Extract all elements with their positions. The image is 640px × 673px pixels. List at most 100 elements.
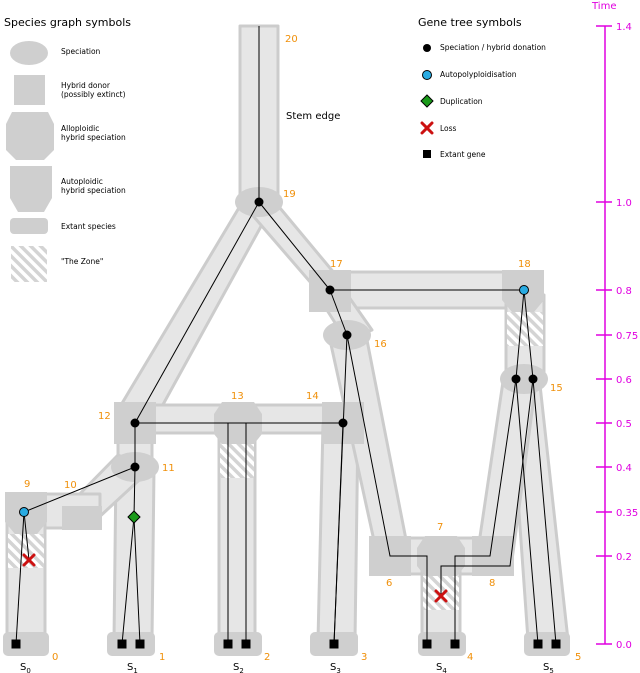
legend-speciation-donation-label: Speciation / hybrid donation: [440, 43, 546, 52]
legend-alloploid-line2: hybrid speciation: [61, 133, 126, 142]
node-number-18: 18: [518, 259, 531, 270]
time-tick-0.4: 0.4: [616, 463, 632, 474]
legend-autoploid-line2: hybrid speciation: [61, 186, 126, 195]
gene-node-14: [338, 418, 348, 428]
legend-blue-dot-icon: [422, 70, 432, 80]
time-tick-0.5: 0.5: [616, 419, 632, 430]
gene-16-6-4: [346, 334, 428, 644]
gene-node-9: [19, 507, 29, 517]
legend-red-x-icon: [420, 121, 434, 135]
gene-18-15a: [515, 289, 525, 380]
species-name-s1: S1: [127, 662, 138, 673]
time-axis: Time 1.4 1.0 0.8 0.75 0.6 0.5 0.4 0.35 0…: [591, 1, 638, 651]
species-name-s0: S0: [20, 662, 31, 673]
node-number-14: 14: [306, 391, 319, 402]
legend-duplication-label: Duplication: [440, 97, 483, 106]
extant-s2: [214, 632, 262, 656]
extant-gene-s1b: [135, 639, 145, 649]
time-tick-0.2: 0.2: [616, 552, 632, 563]
extant-s1: [107, 632, 155, 656]
legend-green-diamond-icon: [420, 94, 434, 108]
gene-legend-title: Gene tree symbols: [418, 16, 522, 29]
extant-gene-s2b: [241, 639, 251, 649]
legend-extant-symbol: [10, 218, 48, 234]
gene-node-15a: [511, 374, 521, 384]
time-axis-label: Time: [591, 1, 616, 12]
species-name-s3: S3: [330, 662, 341, 673]
node-number-0: 0: [52, 652, 58, 663]
gene-tree: [15, 26, 557, 645]
time-tick-0.6: 0.6: [616, 375, 632, 386]
legend-speciation-label: Speciation: [61, 47, 101, 56]
gene-dup-1a: [121, 516, 135, 645]
extant-gene-s5b: [551, 639, 561, 649]
time-tick-1.4: 1.4: [616, 22, 632, 33]
legend-loss-label: Loss: [440, 124, 457, 133]
loss-markers: [22, 553, 448, 603]
loss-s4: [434, 589, 448, 603]
node-number-1: 1: [159, 652, 165, 663]
legend-speciation-symbol: [10, 41, 48, 65]
node-number-8: 8: [489, 578, 495, 589]
node-number-13: 13: [231, 391, 244, 402]
gene-19-17: [258, 201, 331, 291]
gene-15-8-loss: [440, 378, 534, 596]
node-number-9: 9: [24, 479, 30, 490]
legend-zone-label: "The Zone": [61, 257, 103, 266]
gene-9-loss: [23, 511, 30, 561]
node-number-4: 4: [467, 652, 473, 663]
legend-black-dot-icon: [423, 44, 431, 52]
legend-donor-line2: (possibly extinct): [61, 90, 126, 99]
legend-extant-label: Extant species: [61, 222, 116, 231]
extant-gene-s4b: [450, 639, 460, 649]
time-tick-0.8: 0.8: [616, 286, 632, 297]
species-legend-title: Species graph symbols: [4, 16, 131, 29]
gene-node-19: [254, 197, 264, 207]
legend-black-square-icon: [423, 150, 431, 158]
gene-9-0: [15, 511, 25, 645]
node-number-15: 15: [550, 383, 563, 394]
legend-autoploid-symbol: [10, 166, 52, 212]
zone-s5: [507, 312, 543, 346]
gene-node-12: [130, 418, 140, 428]
node-number-16: 16: [374, 339, 387, 350]
time-tick-0.35: 0.35: [616, 508, 638, 519]
node-number-11: 11: [162, 463, 175, 474]
gene-node-16: [342, 330, 352, 340]
legend-zone-symbol: [11, 246, 47, 282]
species-name-s5: S5: [543, 662, 554, 673]
species-name-s4: S4: [436, 662, 447, 673]
extant-gene-s4a: [422, 639, 432, 649]
gene-11-dup: [133, 466, 136, 518]
time-tick-1.0: 1.0: [616, 198, 632, 209]
species-names: S0 S1 S2 S3 S4 S5: [20, 662, 554, 673]
extant-s0: [3, 632, 49, 656]
loss-s0: [22, 553, 36, 567]
gene-17-16: [329, 289, 348, 336]
node-number-3: 3: [361, 652, 367, 663]
gene-11-9: [23, 466, 136, 513]
node-number-7: 7: [437, 522, 443, 533]
gene-14-3: [333, 422, 344, 645]
node-number-10: 10: [64, 480, 77, 491]
node-numbers: 0 1 2 3 4 5 6 7 8 9 10 11 12 13 14 15 16…: [24, 34, 581, 663]
extant-gene-s1a: [117, 639, 127, 649]
gene-node-17: [325, 285, 335, 295]
gene-node-11: [130, 462, 140, 472]
time-tick-0.0: 0.0: [616, 640, 632, 651]
time-tick-0.75: 0.75: [616, 331, 638, 342]
species-name-s2: S2: [233, 662, 244, 673]
node-number-20: 20: [285, 34, 298, 45]
gene-dup-1b: [133, 516, 141, 645]
gene-15-8-4: [454, 378, 517, 644]
node-number-6: 6: [386, 578, 392, 589]
gene-markers: [11, 197, 561, 649]
node-number-2: 2: [264, 652, 270, 663]
extant-gene-s5a: [533, 639, 543, 649]
stem-edge-label: Stem edge: [286, 111, 340, 122]
zone-s2: [220, 444, 254, 478]
gene-15-5a: [515, 378, 539, 645]
gene-19-12: [134, 201, 260, 424]
gene-12-13-2a: [227, 422, 238, 644]
